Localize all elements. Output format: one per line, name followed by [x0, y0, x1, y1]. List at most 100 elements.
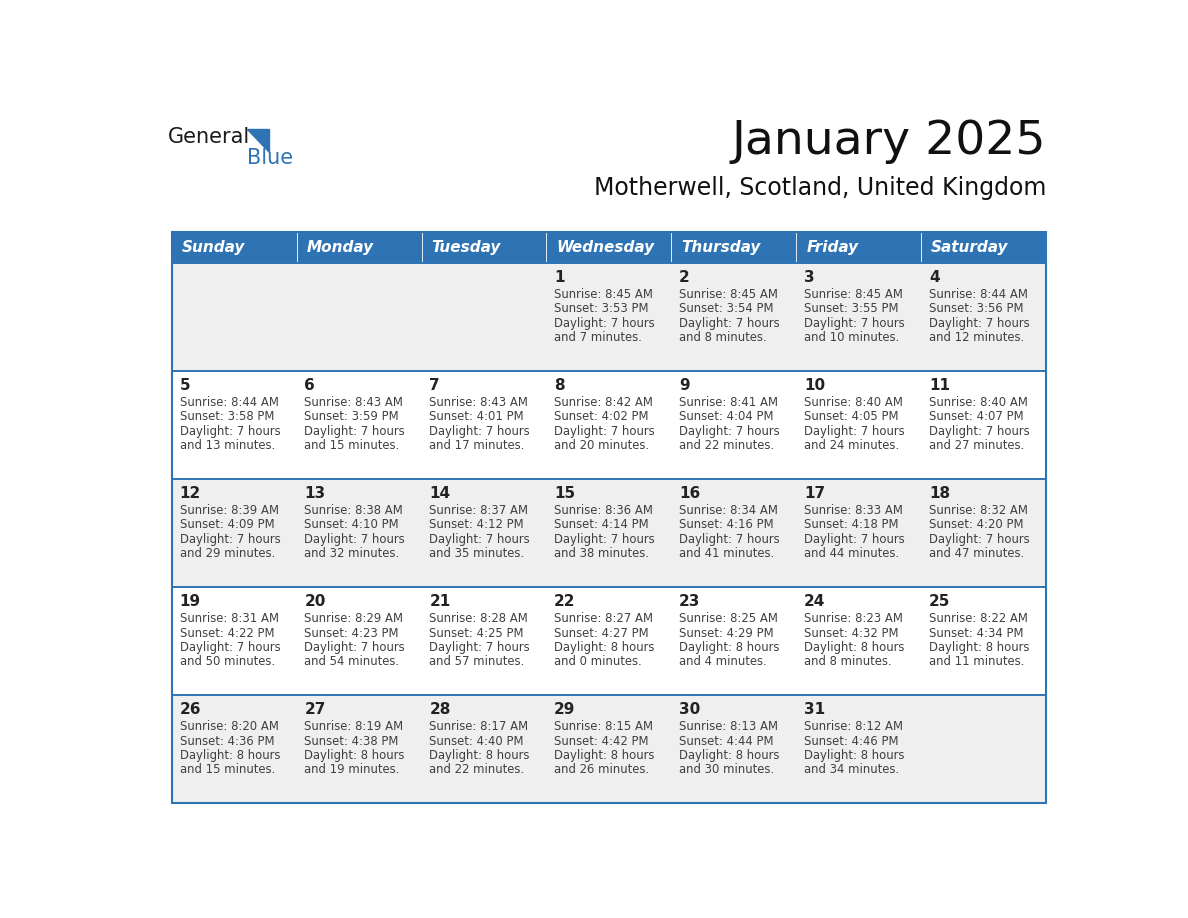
Text: and 13 minutes.: and 13 minutes.: [179, 439, 274, 452]
Text: and 35 minutes.: and 35 minutes.: [429, 547, 524, 560]
Text: Sunset: 4:27 PM: Sunset: 4:27 PM: [554, 627, 649, 640]
Bar: [921, 263, 1045, 371]
Text: Sunset: 4:42 PM: Sunset: 4:42 PM: [554, 734, 649, 747]
Text: Sunrise: 8:36 AM: Sunrise: 8:36 AM: [554, 504, 653, 517]
Text: Friday: Friday: [807, 240, 859, 254]
Text: and 38 minutes.: and 38 minutes.: [554, 547, 649, 560]
Text: Sunset: 4:07 PM: Sunset: 4:07 PM: [929, 410, 1023, 423]
Text: Sunrise: 8:44 AM: Sunrise: 8:44 AM: [929, 288, 1028, 301]
Text: 30: 30: [680, 702, 700, 717]
Text: Sunset: 3:53 PM: Sunset: 3:53 PM: [554, 302, 649, 315]
Text: and 8 minutes.: and 8 minutes.: [680, 330, 766, 343]
Bar: [921, 695, 1045, 803]
Text: Sunset: 3:55 PM: Sunset: 3:55 PM: [804, 302, 898, 315]
Text: Sunrise: 8:39 AM: Sunrise: 8:39 AM: [179, 504, 278, 517]
Text: Sunset: 4:22 PM: Sunset: 4:22 PM: [179, 627, 274, 640]
Text: Daylight: 7 hours: Daylight: 7 hours: [929, 425, 1030, 438]
Text: Daylight: 8 hours: Daylight: 8 hours: [804, 641, 904, 654]
Text: 4: 4: [929, 270, 940, 285]
Polygon shape: [247, 129, 268, 151]
Text: Sunset: 4:02 PM: Sunset: 4:02 PM: [554, 410, 649, 423]
Bar: [172, 587, 297, 695]
Text: Daylight: 8 hours: Daylight: 8 hours: [680, 641, 779, 654]
Bar: [796, 587, 921, 695]
Text: 13: 13: [304, 486, 326, 500]
Text: Sunset: 4:18 PM: Sunset: 4:18 PM: [804, 519, 898, 532]
Text: Sunset: 4:14 PM: Sunset: 4:14 PM: [554, 519, 649, 532]
Text: Daylight: 7 hours: Daylight: 7 hours: [554, 317, 655, 330]
Text: Sunset: 4:32 PM: Sunset: 4:32 PM: [804, 627, 898, 640]
Text: Wednesday: Wednesday: [556, 240, 655, 254]
Text: and 44 minutes.: and 44 minutes.: [804, 547, 899, 560]
Text: and 7 minutes.: and 7 minutes.: [554, 330, 642, 343]
Bar: [297, 371, 422, 479]
Text: Sunday: Sunday: [182, 240, 245, 254]
Text: Sunrise: 8:31 AM: Sunrise: 8:31 AM: [179, 612, 278, 625]
Text: Daylight: 7 hours: Daylight: 7 hours: [929, 317, 1030, 330]
Text: Daylight: 7 hours: Daylight: 7 hours: [804, 425, 904, 438]
Text: 27: 27: [304, 702, 326, 717]
Bar: [671, 232, 796, 263]
Text: and 41 minutes.: and 41 minutes.: [680, 547, 775, 560]
Text: Daylight: 7 hours: Daylight: 7 hours: [680, 425, 779, 438]
Text: Daylight: 7 hours: Daylight: 7 hours: [554, 425, 655, 438]
Bar: [422, 479, 546, 587]
Bar: [796, 263, 921, 371]
Text: Motherwell, Scotland, United Kingdom: Motherwell, Scotland, United Kingdom: [594, 175, 1045, 199]
Text: 12: 12: [179, 486, 201, 500]
Text: Sunset: 3:56 PM: Sunset: 3:56 PM: [929, 302, 1023, 315]
Text: Sunrise: 8:27 AM: Sunrise: 8:27 AM: [554, 612, 653, 625]
Bar: [796, 232, 921, 263]
Bar: [921, 371, 1045, 479]
Text: Daylight: 8 hours: Daylight: 8 hours: [929, 641, 1029, 654]
Text: Sunrise: 8:20 AM: Sunrise: 8:20 AM: [179, 721, 278, 733]
Text: Blue: Blue: [247, 148, 293, 168]
Text: and 34 minutes.: and 34 minutes.: [804, 763, 899, 777]
Text: Daylight: 8 hours: Daylight: 8 hours: [429, 749, 530, 762]
Text: Daylight: 8 hours: Daylight: 8 hours: [680, 749, 779, 762]
Bar: [546, 232, 671, 263]
Text: and 47 minutes.: and 47 minutes.: [929, 547, 1024, 560]
Bar: [796, 371, 921, 479]
Text: Sunset: 4:40 PM: Sunset: 4:40 PM: [429, 734, 524, 747]
Text: 31: 31: [804, 702, 824, 717]
Text: and 26 minutes.: and 26 minutes.: [554, 763, 650, 777]
Text: Sunrise: 8:37 AM: Sunrise: 8:37 AM: [429, 504, 529, 517]
Text: and 27 minutes.: and 27 minutes.: [929, 439, 1024, 452]
Text: 16: 16: [680, 486, 700, 500]
Text: 26: 26: [179, 702, 201, 717]
Text: 19: 19: [179, 594, 201, 609]
Text: 3: 3: [804, 270, 815, 285]
Text: Sunset: 4:34 PM: Sunset: 4:34 PM: [929, 627, 1023, 640]
Text: Sunset: 4:20 PM: Sunset: 4:20 PM: [929, 519, 1023, 532]
Text: and 24 minutes.: and 24 minutes.: [804, 439, 899, 452]
Text: Sunset: 4:09 PM: Sunset: 4:09 PM: [179, 519, 274, 532]
Text: Sunset: 4:23 PM: Sunset: 4:23 PM: [304, 627, 399, 640]
Text: Sunset: 4:01 PM: Sunset: 4:01 PM: [429, 410, 524, 423]
Text: Daylight: 7 hours: Daylight: 7 hours: [804, 532, 904, 545]
Text: Sunrise: 8:44 AM: Sunrise: 8:44 AM: [179, 397, 278, 409]
Text: Daylight: 8 hours: Daylight: 8 hours: [554, 641, 655, 654]
Bar: [921, 479, 1045, 587]
Bar: [671, 263, 796, 371]
Text: Saturday: Saturday: [931, 240, 1009, 254]
Text: 10: 10: [804, 377, 824, 393]
Text: and 29 minutes.: and 29 minutes.: [179, 547, 274, 560]
Bar: [546, 371, 671, 479]
Text: and 54 minutes.: and 54 minutes.: [304, 655, 399, 668]
Text: Sunrise: 8:28 AM: Sunrise: 8:28 AM: [429, 612, 527, 625]
Bar: [172, 232, 1045, 803]
Text: 5: 5: [179, 377, 190, 393]
Bar: [172, 232, 297, 263]
Text: Sunrise: 8:45 AM: Sunrise: 8:45 AM: [680, 288, 778, 301]
Text: 2: 2: [680, 270, 690, 285]
Text: Sunrise: 8:12 AM: Sunrise: 8:12 AM: [804, 721, 903, 733]
Bar: [671, 587, 796, 695]
Text: Daylight: 7 hours: Daylight: 7 hours: [429, 641, 530, 654]
Bar: [172, 479, 297, 587]
Text: and 15 minutes.: and 15 minutes.: [179, 763, 274, 777]
Bar: [297, 232, 422, 263]
Text: Sunset: 4:05 PM: Sunset: 4:05 PM: [804, 410, 898, 423]
Text: Daylight: 7 hours: Daylight: 7 hours: [304, 425, 405, 438]
Text: Sunrise: 8:15 AM: Sunrise: 8:15 AM: [554, 721, 653, 733]
